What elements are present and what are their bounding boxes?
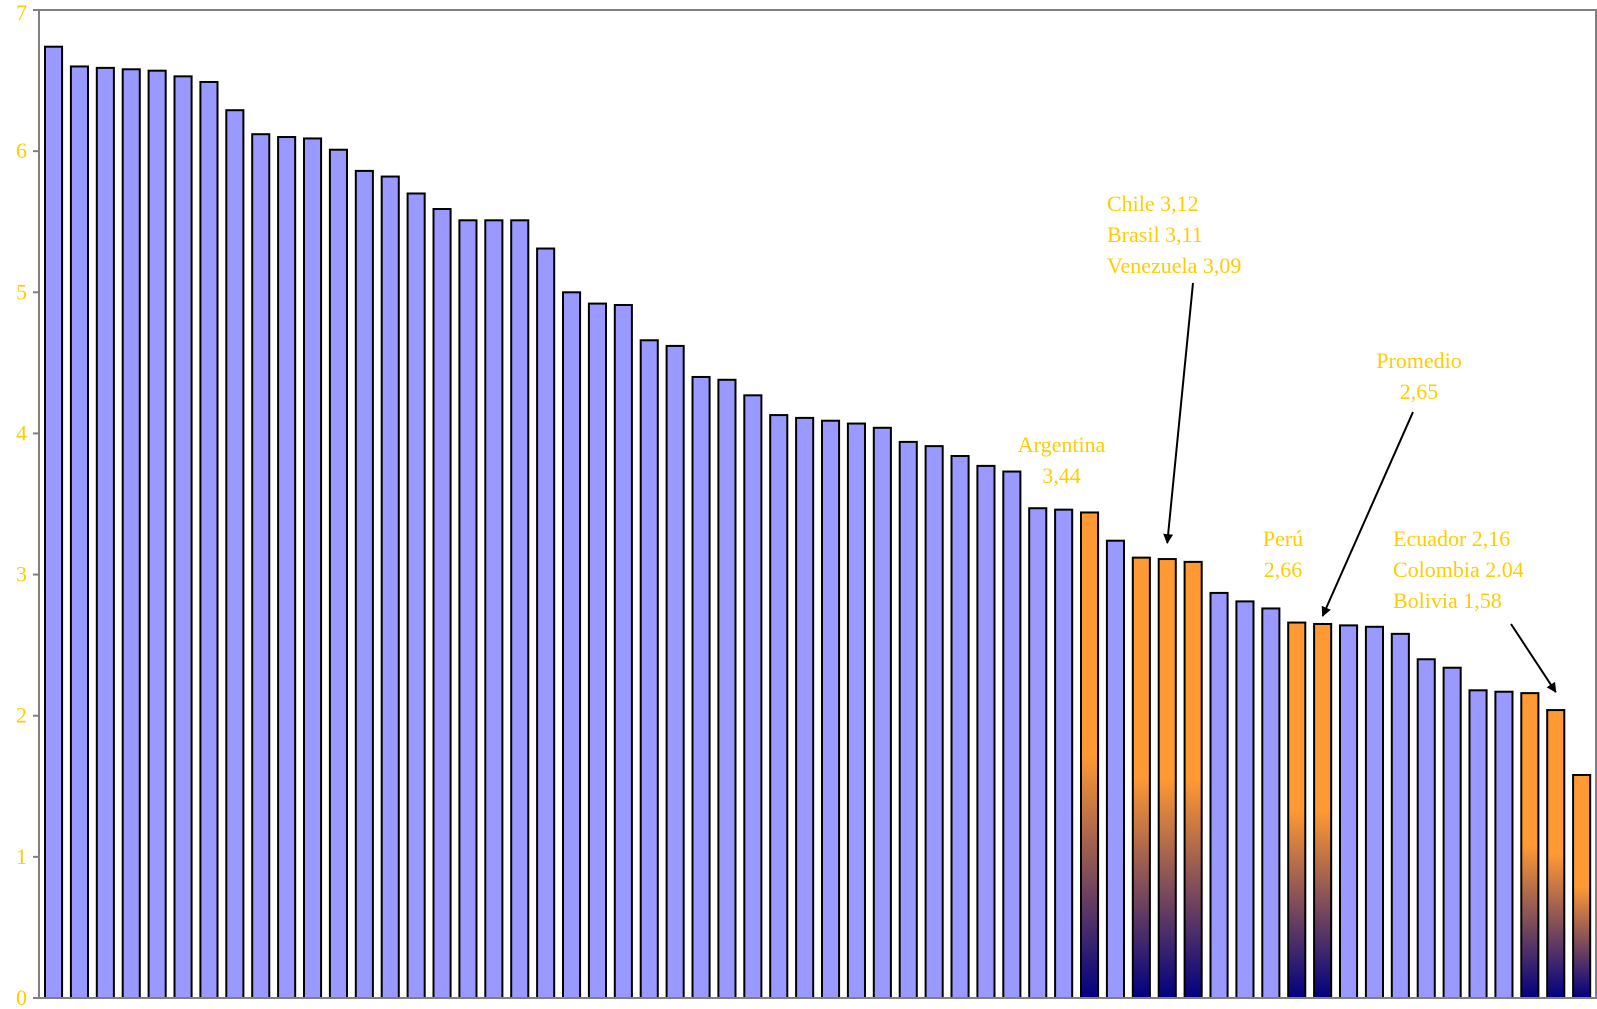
bar — [1339, 624, 1359, 999]
plot-frame — [38, 9, 1597, 999]
bar — [536, 247, 556, 999]
bar — [1416, 658, 1436, 999]
bar — [1442, 666, 1462, 999]
bar — [821, 419, 841, 1000]
annotation-label: Ecuador 2,16 Colombia 2.04 Bolivia 1,58 — [1393, 526, 1524, 613]
bar — [1209, 591, 1229, 999]
annotation-line: 2,66 — [1264, 557, 1303, 582]
y-tick-label: 7 — [16, 0, 27, 25]
bar — [510, 219, 530, 1000]
annotation-line: Argentina — [1018, 432, 1106, 457]
highlighted-bar — [1287, 621, 1307, 999]
bar — [898, 440, 918, 999]
bar — [691, 375, 711, 1000]
annotation-arrows — [1163, 282, 1557, 693]
bar — [95, 66, 115, 1000]
y-tick-label: 0 — [16, 985, 27, 1009]
highlighted-bar — [1546, 709, 1566, 999]
bar — [562, 291, 582, 1000]
annotation-line: Brasil 3,11 — [1107, 222, 1203, 247]
highlighted-bar — [1131, 556, 1151, 999]
bar — [406, 192, 426, 1000]
bar — [613, 303, 633, 999]
bar — [1364, 625, 1384, 999]
annotation-line: 3,44 — [1042, 463, 1081, 488]
bar — [44, 45, 64, 999]
y-tick-label: 6 — [16, 138, 27, 163]
annotation-line: Ecuador 2,16 — [1393, 526, 1510, 551]
bar — [743, 394, 763, 999]
bar — [1002, 470, 1022, 1000]
annotation-line: Perú — [1263, 526, 1303, 551]
bar — [121, 68, 141, 999]
bar — [173, 75, 193, 999]
bar — [303, 137, 323, 999]
bar — [639, 339, 659, 999]
highlighted-bar — [1520, 692, 1540, 999]
bar — [328, 148, 348, 1000]
highlighted-bar — [1572, 773, 1592, 999]
bar — [199, 80, 219, 1000]
bar — [458, 219, 478, 1000]
bar — [846, 422, 866, 999]
bar — [225, 109, 245, 999]
y-tick-label: 2 — [16, 703, 27, 728]
bar — [950, 455, 970, 999]
bar — [1105, 539, 1125, 999]
highlighted-bar — [1183, 560, 1203, 999]
annotation-label: Argentina 3,44 — [1018, 432, 1106, 488]
bar — [147, 69, 167, 999]
highlighted-bar — [1313, 622, 1333, 999]
annotation-label: Perú 2,66 — [1263, 526, 1303, 582]
bar — [665, 344, 685, 1000]
bar — [1494, 690, 1514, 999]
bar — [432, 208, 452, 999]
annotation-line: Bolivia 1,58 — [1393, 588, 1502, 613]
bar — [795, 416, 815, 999]
bar — [976, 464, 996, 999]
y-tick-label: 4 — [16, 420, 27, 445]
bar — [1054, 508, 1074, 999]
highlighted-bar — [1080, 511, 1100, 999]
axes-group: 0 1 2 3 4 5 6 7 — [16, 0, 1597, 1009]
annotation-arrow — [1321, 411, 1414, 617]
y-tick-label: 1 — [16, 844, 27, 869]
bar — [354, 169, 374, 999]
bar — [1468, 689, 1488, 999]
bar — [1028, 507, 1048, 999]
bar — [1235, 600, 1255, 999]
bars-group — [44, 45, 1592, 1000]
bar — [251, 133, 271, 999]
bar — [277, 136, 297, 999]
bar — [587, 302, 607, 999]
annotation-line: Promedio — [1376, 348, 1462, 373]
bar — [380, 175, 400, 1000]
annotation-arrow — [1163, 282, 1194, 545]
bar — [69, 65, 89, 999]
y-tick-label: 5 — [16, 279, 27, 304]
bar — [717, 378, 737, 1000]
annotation-label: Promedio 2,65 — [1376, 348, 1462, 404]
highlighted-bar — [1157, 558, 1177, 999]
bar — [769, 414, 789, 999]
annotation-arrow — [1510, 623, 1557, 693]
annotation-line: Colombia 2.04 — [1393, 557, 1524, 582]
annotation-line: 2,65 — [1400, 379, 1439, 404]
bar — [484, 219, 504, 1000]
bar — [872, 426, 892, 999]
annotation-line: Chile 3,12 — [1107, 191, 1199, 216]
bar — [1261, 607, 1281, 999]
annotation-label: Chile 3,12 Brasil 3,11 Venezuela 3,09 — [1107, 191, 1241, 278]
annotations-group: Argentina 3,44 Chile 3,12 Brasil 3,11 Venezu… — [1018, 191, 1524, 613]
bar — [1390, 632, 1410, 999]
annotation-line: Venezuela 3,09 — [1107, 253, 1241, 278]
bar — [924, 445, 944, 999]
y-tick-label: 3 — [16, 562, 27, 587]
